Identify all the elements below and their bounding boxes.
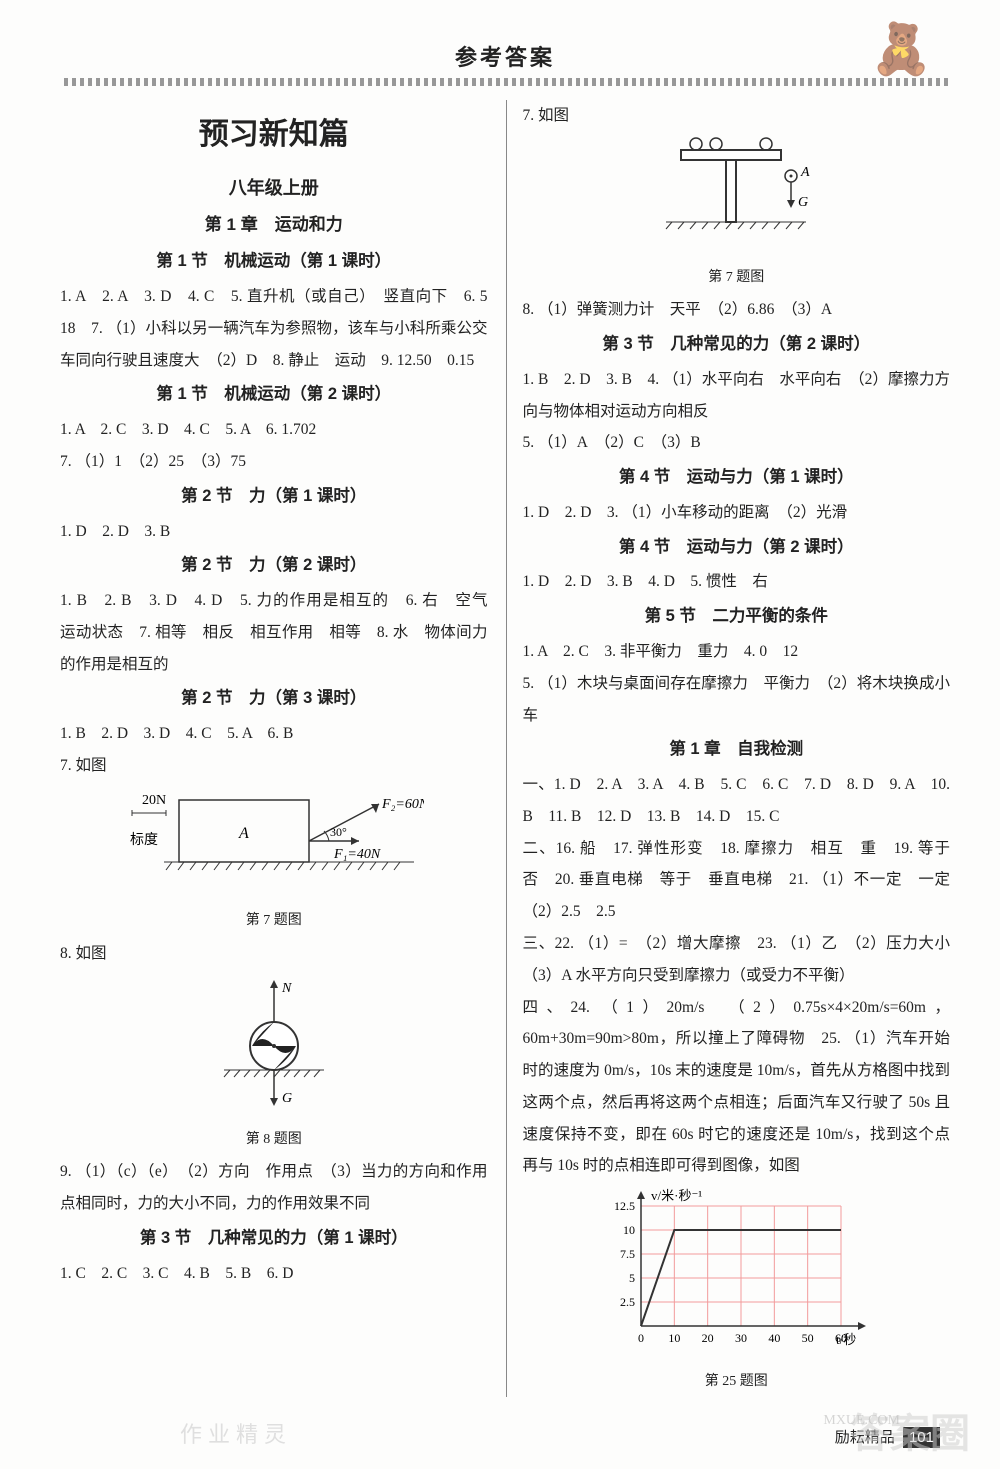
answers-5b: 5. （1）木块与桌面间存在摩擦力 平衡力 （2）将木块换成小车 xyxy=(523,668,951,732)
fig7-caption: 第 7 题图 xyxy=(124,907,424,936)
section-2-2: 第 2 节 力（第 2 课时） xyxy=(60,549,488,583)
fig7r-a: A xyxy=(800,165,810,180)
section-1-1: 第 1 节 机械运动（第 1 课时） xyxy=(60,245,488,279)
svg-text:60: 60 xyxy=(835,1331,847,1345)
figure-7-svg: 20N 标度 A F₂=60N 30° F₁=40N xyxy=(124,786,424,896)
svg-text:40: 40 xyxy=(769,1331,781,1345)
page-header: 参考答案 xyxy=(60,40,950,72)
figure-7r-svg: A G xyxy=(636,132,836,252)
fig8-g: G xyxy=(282,1091,292,1106)
answers-3-2b: 5. （1）A （2）C （3）B xyxy=(523,427,951,459)
section-3-2: 第 3 节 几种常见的力（第 2 课时） xyxy=(523,328,951,362)
svg-text:30: 30 xyxy=(735,1331,747,1345)
answers-4-2: 1. D 2. D 3. B 4. D 5. 惯性 右 xyxy=(523,566,951,598)
content-columns: 预习新知篇 八年级上册 第 1 章 运动和力 第 1 节 机械运动（第 1 课时… xyxy=(60,100,950,1397)
chart-25: v/米·秒⁻¹ t/秒 2.557.51012.5 0102030405060 … xyxy=(596,1186,876,1396)
svg-text:20: 20 xyxy=(702,1331,714,1345)
left-column: 预习新知篇 八年级上册 第 1 章 运动和力 第 1 节 机械运动（第 1 课时… xyxy=(60,100,488,1397)
answers-1-2b: 7. （1）1 （2）25 （3）75 xyxy=(60,446,488,478)
answers-1-1: 1. A 2. A 3. D 4. C 5. 直升机（或自己） 竖直向下 6. … xyxy=(60,281,488,376)
test-1: 一、1. D 2. A 3. A 4. B 5. C 6. C 7. D 8. … xyxy=(523,769,951,833)
fig7-f2: F₂=60N xyxy=(381,797,424,812)
section-2-3: 第 2 节 力（第 3 课时） xyxy=(60,682,488,716)
figure-8-left: N G 第 8 题图 xyxy=(194,974,354,1154)
chapter-1: 第 1 章 运动和力 xyxy=(60,208,488,243)
section-5: 第 5 节 二力平衡的条件 xyxy=(523,600,951,634)
right-column: 7. 如图 A G xyxy=(506,100,951,1397)
svg-text:5: 5 xyxy=(629,1271,635,1285)
svg-text:2.5: 2.5 xyxy=(620,1295,635,1309)
q7-label: 7. 如图 xyxy=(60,750,488,782)
answers-9: 9. （1）（c）（e） （2）方向 作用点 （3）当力的方向和作用点相同时，力… xyxy=(60,1156,488,1220)
section-4-1: 第 4 节 运动与力（第 1 课时） xyxy=(523,461,951,495)
answers-5a: 1. A 2. C 3. 非平衡力 重力 4. 0 12 xyxy=(523,636,951,668)
figure-7-left: 20N 标度 A F₂=60N 30° F₁=40N xyxy=(124,786,424,936)
answers-2-2: 1. B 2. B 3. D 4. D 5. 力的作用是相互的 6. 右 空气 … xyxy=(60,585,488,680)
fig8-caption: 第 8 题图 xyxy=(194,1126,354,1155)
svg-text:12.5: 12.5 xyxy=(614,1199,635,1213)
answers-4-1: 1. D 2. D 3. （1）小车移动的距离 （2）光滑 xyxy=(523,497,951,529)
figure-7-right: A G 第 7 题图 xyxy=(636,132,836,292)
svg-text:0: 0 xyxy=(638,1331,644,1345)
title-main: 预习新知篇 xyxy=(60,104,488,166)
svg-text:10: 10 xyxy=(623,1223,635,1237)
wave-divider xyxy=(60,78,950,86)
answers-3-2a: 1. B 2. D 3. B 4. （1）水平向右 水平向右 （2）摩擦力方向与… xyxy=(523,364,951,428)
fig7-angle: 30° xyxy=(330,825,347,839)
r-a8: 8. （1）弹簧测力计 天平 （2）6.86 （3）A xyxy=(523,294,951,326)
fig7r-g: G xyxy=(798,195,808,210)
svg-text:7.5: 7.5 xyxy=(620,1247,635,1261)
fig7r-caption: 第 7 题图 xyxy=(636,264,836,293)
answers-3-1: 1. C 2. C 3. C 4. B 5. B 6. D xyxy=(60,1258,488,1290)
test-3: 三、22. （1）= （2）增大摩擦 23. （1）乙 （2）压力大小 （3）A… xyxy=(523,928,951,992)
chart-svg: v/米·秒⁻¹ t/秒 2.557.51012.5 0102030405060 xyxy=(596,1186,876,1356)
figure-8-svg: N G xyxy=(194,974,354,1114)
test-2: 二、16. 船 17. 弹性形变 18. 摩擦力 相互 重 19. 等于 否 2… xyxy=(523,833,951,928)
watermark-left: 作业精灵 xyxy=(180,1417,292,1449)
watermark-url: MXUE.COM xyxy=(823,1413,900,1429)
svg-text:10: 10 xyxy=(669,1331,681,1345)
fig7-box-label: A xyxy=(238,825,249,842)
answers-2-1: 1. D 2. D 3. B xyxy=(60,516,488,548)
test-4: 四、24. （1）20m/s （2）0.75s×4×20m/s=60m，60m+… xyxy=(523,992,951,1183)
svg-text:50: 50 xyxy=(802,1331,814,1345)
chart-caption: 第 25 题图 xyxy=(596,1368,876,1397)
section-1-2: 第 1 节 机械运动（第 2 课时） xyxy=(60,378,488,412)
watermark-big: 答案圈 xyxy=(850,1401,970,1459)
fig7-scale-word: 标度 xyxy=(130,832,158,848)
chart-ylabel: v/米·秒⁻¹ xyxy=(651,1188,702,1203)
section-4-2: 第 4 节 运动与力（第 2 课时） xyxy=(523,531,951,565)
answers-1-2a: 1. A 2. C 3. D 4. C 5. A 6. 1.702 xyxy=(60,414,488,446)
r-q7-label: 7. 如图 xyxy=(523,100,951,132)
title-sub: 八年级上册 xyxy=(60,170,488,207)
section-2-1: 第 2 节 力（第 1 课时） xyxy=(60,480,488,514)
section-3-1: 第 3 节 几种常见的力（第 1 课时） xyxy=(60,1222,488,1256)
chapter-1-test: 第 1 章 自我检测 xyxy=(523,733,951,767)
fig8-n: N xyxy=(281,981,292,996)
fig7-f1: F₁=40N xyxy=(333,847,381,862)
q8-label: 8. 如图 xyxy=(60,938,488,970)
fig7-scale-label: 20N xyxy=(142,793,166,808)
answers-2-3: 1. B 2. D 3. D 4. C 5. A 6. B xyxy=(60,718,488,750)
